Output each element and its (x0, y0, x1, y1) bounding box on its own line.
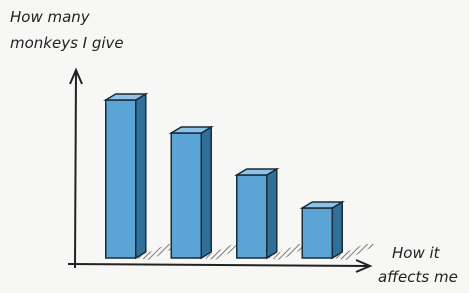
bar (302, 208, 332, 258)
chart: How many monkeys I give How it affects m… (0, 0, 469, 293)
x-axis-label: How it (392, 244, 441, 262)
y-axis-label: monkeys I give (10, 34, 124, 52)
y-axis-label: How many (10, 8, 91, 26)
bar-side (136, 94, 146, 258)
bar (106, 100, 136, 258)
bar-side (332, 202, 342, 258)
bar-side (201, 127, 211, 258)
bar-side (267, 169, 277, 258)
bar (237, 175, 267, 258)
x-axis-label: affects me (378, 268, 458, 286)
bar (171, 133, 201, 258)
